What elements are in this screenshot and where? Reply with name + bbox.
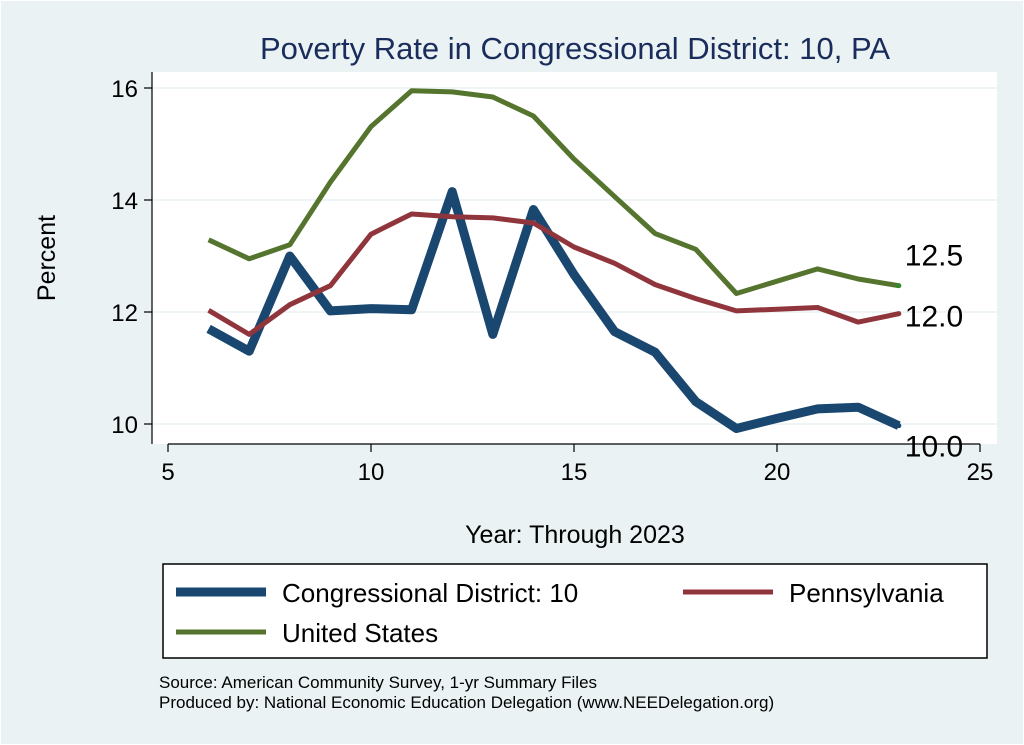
series-line-1 — [206, 187, 901, 433]
legend-label: Pennsylvania — [789, 578, 944, 608]
gridlines — [152, 87, 997, 425]
series-end-point — [896, 423, 902, 429]
legend-label: United States — [282, 618, 438, 648]
series-end-label: 12.5 — [905, 240, 963, 273]
y-tick-label: 14 — [111, 188, 138, 215]
y-tick-label: 10 — [111, 412, 138, 439]
x-tick-label: 15 — [561, 459, 588, 486]
axes: 10 12 14 16 5 10 15 20 25 — [111, 72, 993, 486]
plot-area — [152, 72, 997, 444]
legend-label: Congressional District: 10 — [282, 578, 578, 608]
x-axis-title: Year: Through 2023 — [465, 521, 685, 549]
end-labels: 10.0 12.0 12.5 — [905, 240, 963, 464]
source-note: Source: American Community Survey, 1-yr … — [159, 673, 597, 692]
y-tick-label: 16 — [111, 76, 138, 103]
chart-title: Poverty Rate in Congressional District: … — [260, 31, 890, 66]
y-axis-title: Percent — [33, 215, 61, 301]
x-tick-label: 20 — [764, 459, 791, 486]
x-tick-label: 5 — [161, 459, 174, 486]
x-tick-label: 10 — [358, 459, 385, 486]
series-end-label: 12.0 — [905, 301, 963, 334]
y-tick-label: 12 — [111, 300, 138, 327]
series-end-label: 10.0 — [905, 431, 963, 464]
x-tick-label: 25 — [967, 459, 994, 486]
producer-note: Produced by: National Economic Education… — [159, 693, 774, 712]
series-lines — [206, 88, 902, 433]
series-end-point — [896, 311, 902, 317]
series-line-2 — [207, 211, 900, 337]
legend: Congressional District: 10 Pennsylvania Un… — [176, 578, 944, 648]
series-end-point — [896, 283, 902, 289]
series-line-3 — [207, 88, 900, 296]
legend-box — [162, 563, 988, 659]
